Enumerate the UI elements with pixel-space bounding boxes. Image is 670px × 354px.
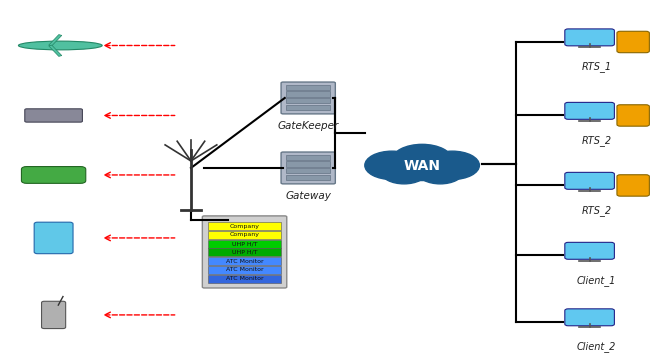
FancyBboxPatch shape bbox=[565, 29, 614, 46]
Text: Company: Company bbox=[230, 223, 259, 229]
Text: WAN: WAN bbox=[403, 159, 441, 173]
Text: Gateway: Gateway bbox=[285, 191, 331, 201]
FancyBboxPatch shape bbox=[202, 216, 287, 288]
Text: RTS_1: RTS_1 bbox=[582, 61, 611, 72]
FancyBboxPatch shape bbox=[565, 172, 614, 189]
FancyBboxPatch shape bbox=[617, 31, 649, 53]
Text: UHP H/T: UHP H/T bbox=[232, 250, 257, 255]
Text: ATC Monitor: ATC Monitor bbox=[226, 276, 263, 281]
FancyBboxPatch shape bbox=[565, 102, 614, 119]
Bar bbox=[287, 91, 330, 97]
Bar bbox=[208, 266, 281, 274]
FancyBboxPatch shape bbox=[281, 152, 336, 184]
Text: UHP H/T: UHP H/T bbox=[232, 241, 257, 246]
FancyBboxPatch shape bbox=[281, 82, 336, 114]
Bar bbox=[287, 155, 330, 160]
Text: Client_2: Client_2 bbox=[577, 341, 616, 352]
Bar bbox=[287, 175, 330, 180]
Ellipse shape bbox=[18, 41, 102, 50]
Bar bbox=[208, 231, 281, 239]
Text: ATC Monitor: ATC Monitor bbox=[226, 258, 263, 263]
Bar bbox=[287, 168, 330, 173]
Bar bbox=[287, 104, 330, 110]
Text: ATC Monitor: ATC Monitor bbox=[226, 267, 263, 272]
FancyBboxPatch shape bbox=[565, 242, 614, 259]
Circle shape bbox=[381, 160, 427, 184]
Bar bbox=[287, 98, 330, 103]
Circle shape bbox=[364, 151, 419, 179]
Bar bbox=[208, 274, 281, 282]
Text: RTS_2: RTS_2 bbox=[582, 135, 611, 145]
Bar bbox=[287, 85, 330, 90]
Bar bbox=[208, 248, 281, 256]
Bar bbox=[208, 222, 281, 230]
FancyArrow shape bbox=[49, 35, 62, 46]
FancyBboxPatch shape bbox=[565, 309, 614, 326]
Circle shape bbox=[417, 160, 463, 184]
Circle shape bbox=[392, 144, 452, 176]
FancyBboxPatch shape bbox=[34, 222, 73, 254]
FancyBboxPatch shape bbox=[617, 105, 649, 126]
Bar bbox=[208, 240, 281, 247]
FancyArrow shape bbox=[49, 45, 62, 56]
Text: GateKeeper: GateKeeper bbox=[277, 121, 339, 131]
FancyBboxPatch shape bbox=[21, 166, 86, 183]
Text: Company: Company bbox=[230, 232, 259, 237]
Text: RTS_2: RTS_2 bbox=[582, 205, 611, 216]
Circle shape bbox=[398, 155, 446, 181]
Circle shape bbox=[425, 151, 480, 179]
FancyBboxPatch shape bbox=[42, 301, 66, 329]
FancyBboxPatch shape bbox=[617, 175, 649, 196]
Bar bbox=[287, 161, 330, 167]
Text: Client_1: Client_1 bbox=[577, 275, 616, 286]
Bar bbox=[208, 257, 281, 265]
FancyBboxPatch shape bbox=[25, 109, 82, 122]
